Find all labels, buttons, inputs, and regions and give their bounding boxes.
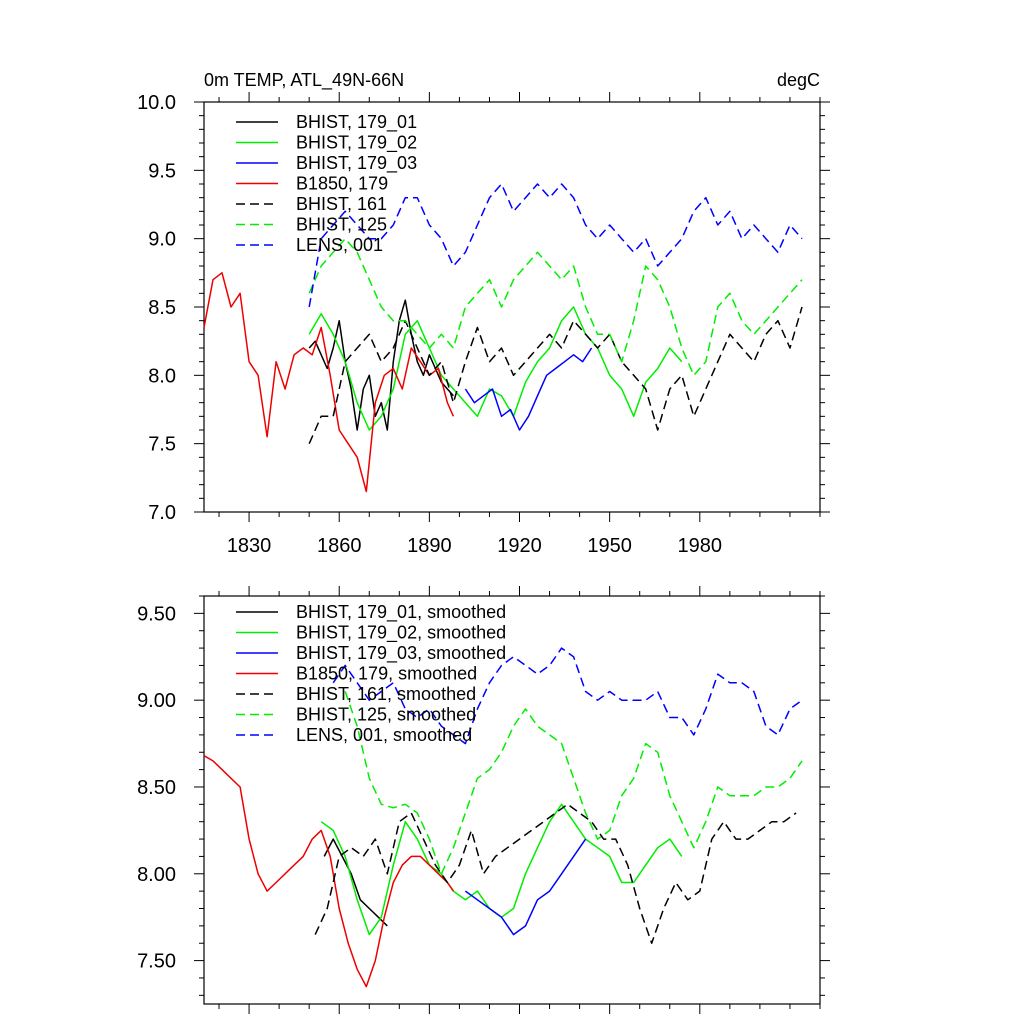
series-line-6 <box>344 691 803 875</box>
plot-frame <box>203 595 821 1005</box>
legend-label-6: BHIST, 125, smoothed <box>296 705 476 725</box>
legend-label-3: BHIST, 179_03, smoothed <box>296 643 506 664</box>
legend-label-5: BHIST, 161, smoothed <box>296 684 476 704</box>
series-line-4 <box>203 272 455 493</box>
bottom-panel: 7.50 8.00 8.50 9.00 9.50 BHIST, 179_01, smoot… <box>137 586 830 1014</box>
y-tick-label: 9.5 <box>148 160 176 182</box>
x-tick-label: 1920 <box>497 535 542 557</box>
legend-label-4: B1850, 179, smoothed <box>296 664 477 684</box>
y-tick-label: 7.5 <box>148 434 176 456</box>
series-line-3 <box>464 838 587 936</box>
y-tick-label: 9.00 <box>137 690 176 712</box>
y-tick-label: 8.50 <box>137 777 176 799</box>
series-line-5 <box>308 306 803 445</box>
series-line-7 <box>332 647 803 745</box>
legend-label-2: BHIST, 179_02, smoothed <box>296 623 506 644</box>
y-tick-label: 7.50 <box>137 951 176 973</box>
legend-label-7: LENS, 001 <box>296 235 383 255</box>
y-tick-label: 8.00 <box>137 864 176 886</box>
y-tick-label: 10.0 <box>137 92 176 114</box>
legend-label-5: BHIST, 161 <box>296 194 387 214</box>
series-line-1 <box>308 299 454 431</box>
y-tick-label: 8.5 <box>148 297 176 319</box>
series-line-2 <box>308 306 683 431</box>
series-line-4 <box>203 755 455 988</box>
legend-label-1: BHIST, 179_01, smoothed <box>296 602 506 623</box>
series-line-7 <box>308 183 803 308</box>
x-tick-label: 1980 <box>678 535 723 557</box>
series-line-5 <box>314 803 797 944</box>
series-line-1 <box>323 838 388 927</box>
y-tick-label: 7.0 <box>148 502 176 524</box>
x-tick-label: 1830 <box>227 535 272 557</box>
top-panel: 0m TEMP, ATL_49N-66N degC 1830 1860 1890 19… <box>137 70 830 557</box>
series-line-3 <box>464 347 593 431</box>
legend-label-2: BHIST, 179_02 <box>296 133 417 154</box>
legend-label-7: LENS, 001, smoothed <box>296 725 472 745</box>
y-tick-label: 9.0 <box>148 229 176 251</box>
legend-label-1: BHIST, 179_01 <box>296 112 417 133</box>
series-line-6 <box>308 237 803 377</box>
legend-label-4: B1850, 179 <box>296 174 388 194</box>
units-label: degC <box>777 70 820 90</box>
y-tick-label: 8.0 <box>148 365 176 387</box>
x-tick-label: 1950 <box>587 535 632 557</box>
chart-title: 0m TEMP, ATL_49N-66N <box>204 70 404 91</box>
x-tick-label: 1890 <box>407 535 452 557</box>
x-tick-label: 1860 <box>317 535 362 557</box>
y-tick-label: 9.50 <box>137 603 176 625</box>
legend-label-6: BHIST, 125 <box>296 215 387 235</box>
legend-label-3: BHIST, 179_03 <box>296 153 417 174</box>
